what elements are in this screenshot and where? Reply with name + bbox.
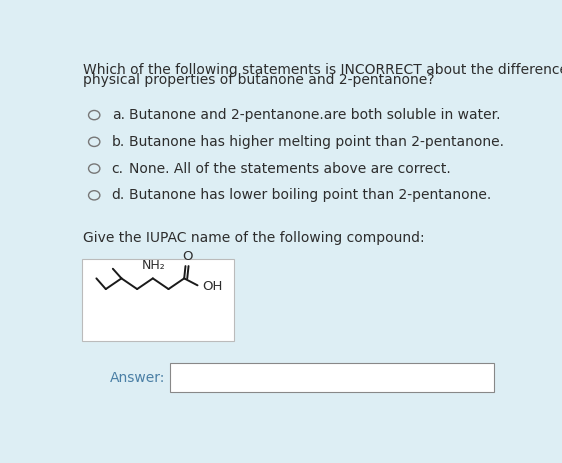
- Text: c.: c.: [112, 162, 124, 175]
- Text: NH₂: NH₂: [142, 259, 166, 272]
- Text: O: O: [182, 250, 193, 263]
- Text: OH: OH: [203, 280, 223, 293]
- Text: Which of the following statements is INCORRECT about the difference in the: Which of the following statements is INC…: [83, 63, 562, 77]
- FancyBboxPatch shape: [170, 363, 494, 393]
- Text: b.: b.: [112, 135, 125, 149]
- Text: Butanone has higher melting point than 2-pentanone.: Butanone has higher melting point than 2…: [129, 135, 504, 149]
- FancyBboxPatch shape: [82, 259, 234, 341]
- Text: Answer:: Answer:: [110, 371, 165, 385]
- Text: Butanone and 2-pentanone.are both soluble in water.: Butanone and 2-pentanone.are both solubl…: [129, 108, 501, 122]
- Text: Give the IUPAC name of the following compound:: Give the IUPAC name of the following com…: [83, 231, 425, 245]
- Text: physical properties of butanone and 2-pentanone?: physical properties of butanone and 2-pe…: [83, 73, 435, 87]
- Text: Butanone has lower boiling point than 2-pentanone.: Butanone has lower boiling point than 2-…: [129, 188, 491, 202]
- Text: a.: a.: [112, 108, 125, 122]
- Text: None. All of the statements above are correct.: None. All of the statements above are co…: [129, 162, 451, 175]
- Text: d.: d.: [112, 188, 125, 202]
